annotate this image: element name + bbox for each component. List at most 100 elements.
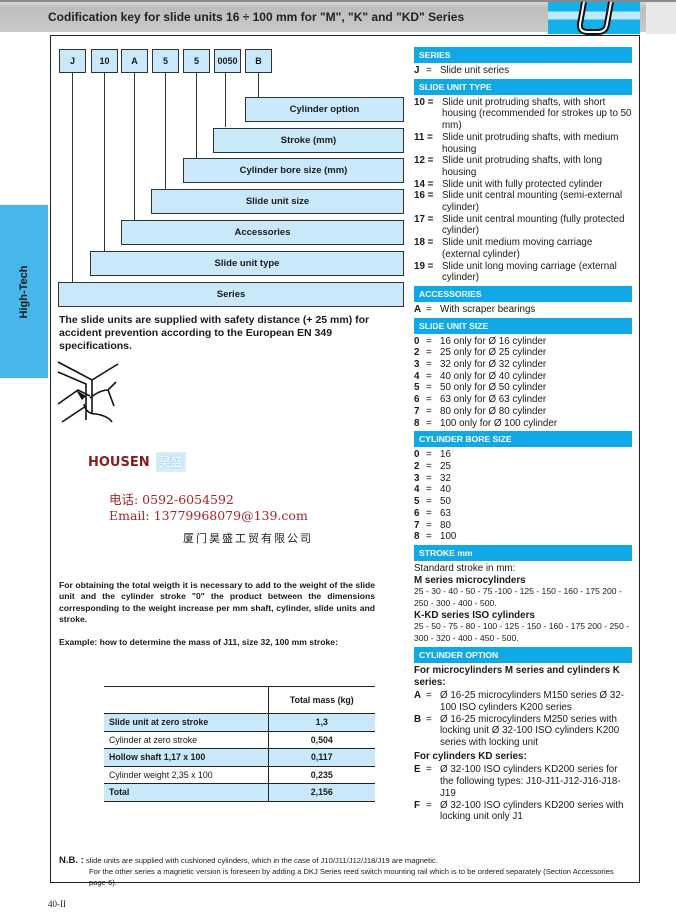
- legend-key: 17 =: [414, 213, 434, 225]
- legend-key: 0: [414, 335, 420, 347]
- legend-item: 10 = Slide unit protruding shafts, with s…: [414, 97, 632, 132]
- label-slide-unit-size: Slide unit size: [151, 189, 404, 214]
- equals-sign: =: [426, 394, 432, 406]
- equals-sign: =: [426, 690, 432, 702]
- legend-key: 11 =: [414, 131, 433, 143]
- side-tab: High-Tech: [0, 205, 48, 378]
- connector-line: [165, 73, 166, 189]
- legend-text: Slide unit long moving carriage (externa…: [442, 260, 617, 284]
- code-box-size: 5: [152, 49, 179, 73]
- legend-text: Ø 32-100 ISO cylinders KD200 series with…: [440, 799, 624, 823]
- equals-sign: =: [426, 507, 432, 519]
- equals-sign: =: [426, 417, 432, 429]
- legend-item: 3 = 32: [414, 473, 632, 485]
- code-box-series: J: [59, 49, 86, 73]
- legend-item: 7 = 80 only for Ø 80 cylinder: [414, 406, 632, 418]
- legend-key: J: [414, 65, 420, 76]
- legend-item: 14 = Slide unit with fully protected cyli…: [414, 179, 632, 191]
- legend-item: B = Ø 16-25 microcylinders M250 series wit…: [414, 714, 632, 749]
- legend-key: 7: [414, 405, 420, 417]
- legend-text: 50 only for Ø 50 cylinder: [440, 382, 547, 394]
- housen-brand-cn: 昊盛: [155, 452, 186, 472]
- legend-text: 16 only for Ø 16 cylinder: [440, 335, 547, 347]
- legend-item: A = Ø 16-25 microcylinders M150 series Ø 3…: [414, 690, 632, 713]
- legend-item: J = Slide unit series: [414, 65, 632, 77]
- legend-item: 6 = 63 only for Ø 63 cylinder: [414, 394, 632, 406]
- note-line-2: For the other series a magnetic version …: [89, 867, 614, 887]
- section-header-type: SLIDE UNIT TYPE: [414, 78, 632, 95]
- note-line-1: slide units are supplied with cushioned …: [85, 856, 438, 865]
- equals-sign: =: [426, 531, 432, 543]
- legend-text: 32: [440, 472, 451, 484]
- legend-key: 6: [414, 394, 420, 406]
- legend-item: 18 = Slide unit medium moving carriage (e…: [414, 237, 632, 260]
- legend-item: 19 = Slide unit long moving carriage (ext…: [414, 261, 632, 284]
- legend-item: 0 = 16 only for Ø 16 cylinder: [414, 336, 632, 348]
- mass-table: Total mass (kg) Slide unit at zero strok…: [104, 686, 375, 802]
- legend-item: A = With scraper bearings: [414, 304, 632, 316]
- code-box-stroke: 0050: [214, 49, 241, 73]
- equals-sign: =: [426, 347, 432, 359]
- legend-item: 5 = 50 only for Ø 50 cylinder: [414, 382, 632, 394]
- section-header-accessories: ACCESSORIES: [414, 285, 632, 302]
- legend-item: 2 = 25: [414, 461, 632, 473]
- housen-brand-row: HOUSEN 昊盛: [88, 452, 186, 472]
- legend-item: 2 = 25 only for Ø 25 cylinder: [414, 347, 632, 359]
- equals-sign: =: [426, 496, 432, 508]
- legend-text: Slide unit central mounting (fully prote…: [442, 213, 625, 237]
- label-stroke: Stroke (mm): [213, 128, 404, 153]
- hand-safety-icon: [57, 361, 119, 423]
- legend-text: With scraper bearings: [440, 303, 536, 315]
- legend-key: 18 =: [414, 237, 434, 249]
- legend-item: 3 = 32 only for Ø 32 cylinder: [414, 359, 632, 371]
- connector-line: [196, 73, 197, 158]
- stroke-intro: Standard stroke in mm:: [414, 562, 516, 574]
- legend-key: 0: [414, 449, 420, 461]
- equals-sign: =: [426, 359, 432, 371]
- equals-sign: =: [426, 303, 432, 315]
- code-box-option: B: [245, 49, 272, 73]
- legend-text: 16: [440, 449, 451, 461]
- equals-sign: =: [426, 519, 432, 531]
- legend-key: E: [414, 764, 421, 776]
- code-box-type: 10: [91, 49, 118, 73]
- connector-line: [225, 73, 226, 127]
- legend-key: 3: [414, 472, 420, 484]
- table-header-row: Total mass (kg): [104, 686, 375, 714]
- legend-text: 25 only for Ø 25 cylinder: [440, 347, 547, 359]
- legend-text: 40: [440, 484, 451, 496]
- legend-key: 4: [414, 370, 420, 382]
- legend-key: 2: [414, 460, 420, 472]
- table-header: Total mass (kg): [267, 686, 375, 714]
- equals-sign: =: [426, 449, 432, 461]
- legend-key: 4: [414, 484, 420, 496]
- code-box-bore: 5: [183, 49, 210, 73]
- connector-line: [104, 73, 105, 251]
- safety-text: The slide units are supplied with safety…: [59, 314, 370, 352]
- table-row-total: Total 2,156: [104, 783, 375, 802]
- legend-item: F = Ø 32-100 ISO cylinders KD200 series wi…: [414, 800, 632, 823]
- legend-item: 4 = 40 only for Ø 40 cylinder: [414, 371, 632, 383]
- legend-text: Ø 32-100 ISO cylinders KD200 series for …: [440, 764, 621, 799]
- equals-sign: =: [426, 713, 432, 725]
- table-row: Slide unit at zero stroke 1,3: [104, 713, 375, 732]
- equals-sign: =: [426, 460, 432, 472]
- legend-key: 7: [414, 519, 420, 531]
- table-row: Cylinder at zero stroke 0,504: [104, 731, 375, 749]
- u-logo-icon: [576, 1, 614, 35]
- legend-item: 12 = Slide unit protruding shafts, with l…: [414, 155, 632, 178]
- connector-line: [258, 73, 259, 97]
- equals-sign: =: [426, 484, 432, 496]
- legend-item: 11 = Slide unit protruding shafts, with m…: [414, 132, 632, 155]
- equals-sign: =: [426, 764, 432, 776]
- connector-line: [72, 73, 73, 282]
- legend-item: 6 = 63: [414, 508, 632, 520]
- legend-key: A: [414, 690, 422, 702]
- contact-email: Email: 13779968079@139.com: [109, 508, 308, 523]
- company-name: 厦门昊盛工贸有限公司: [183, 532, 313, 545]
- legend-text: 100: [440, 531, 457, 543]
- legend-text: 80 only for Ø 80 cylinder: [440, 405, 547, 417]
- legend-key: B: [414, 713, 422, 725]
- equals-sign: =: [426, 472, 432, 484]
- legend-item: 0 = 16: [414, 449, 632, 461]
